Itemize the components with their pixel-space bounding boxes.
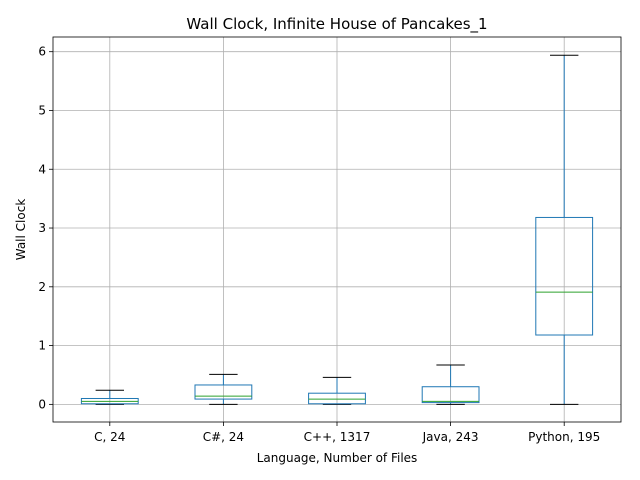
- x-tick-label: Java, 243: [422, 430, 479, 444]
- y-tick-label: 6: [38, 45, 46, 59]
- y-tick-label: 4: [38, 162, 46, 176]
- y-tick-label: 3: [38, 221, 46, 235]
- y-tick-label: 0: [38, 397, 46, 411]
- x-tick-label: C#, 24: [203, 430, 244, 444]
- box-group: [535, 54, 594, 405]
- box-group: [308, 376, 366, 405]
- box-layer: [80, 54, 594, 405]
- x-axis-label: Language, Number of Files: [257, 451, 418, 465]
- x-tick-label: C, 24: [94, 430, 125, 444]
- y-tick-label: 2: [38, 280, 46, 294]
- chart-title: Wall Clock, Infinite House of Pancakes_1: [186, 15, 487, 34]
- box-group: [194, 373, 253, 405]
- iqr-box: [194, 384, 253, 400]
- y-tick-label: 5: [38, 103, 46, 117]
- box-group: [421, 364, 480, 405]
- box-group: [80, 389, 139, 405]
- iqr-box: [535, 216, 594, 336]
- iqr-box: [421, 386, 480, 404]
- y-tick-label: 1: [38, 339, 46, 353]
- y-axis-label: Wall Clock: [14, 199, 28, 261]
- x-tick-label: C++, 1317: [304, 430, 371, 444]
- tick-layer: 0 1 2 3 4 5 6 C, 24 C#, 24 C++, 1317 Java, 243 Pyth…: [38, 45, 600, 444]
- x-tick-label: Python, 195: [528, 430, 600, 444]
- iqr-box: [308, 392, 366, 405]
